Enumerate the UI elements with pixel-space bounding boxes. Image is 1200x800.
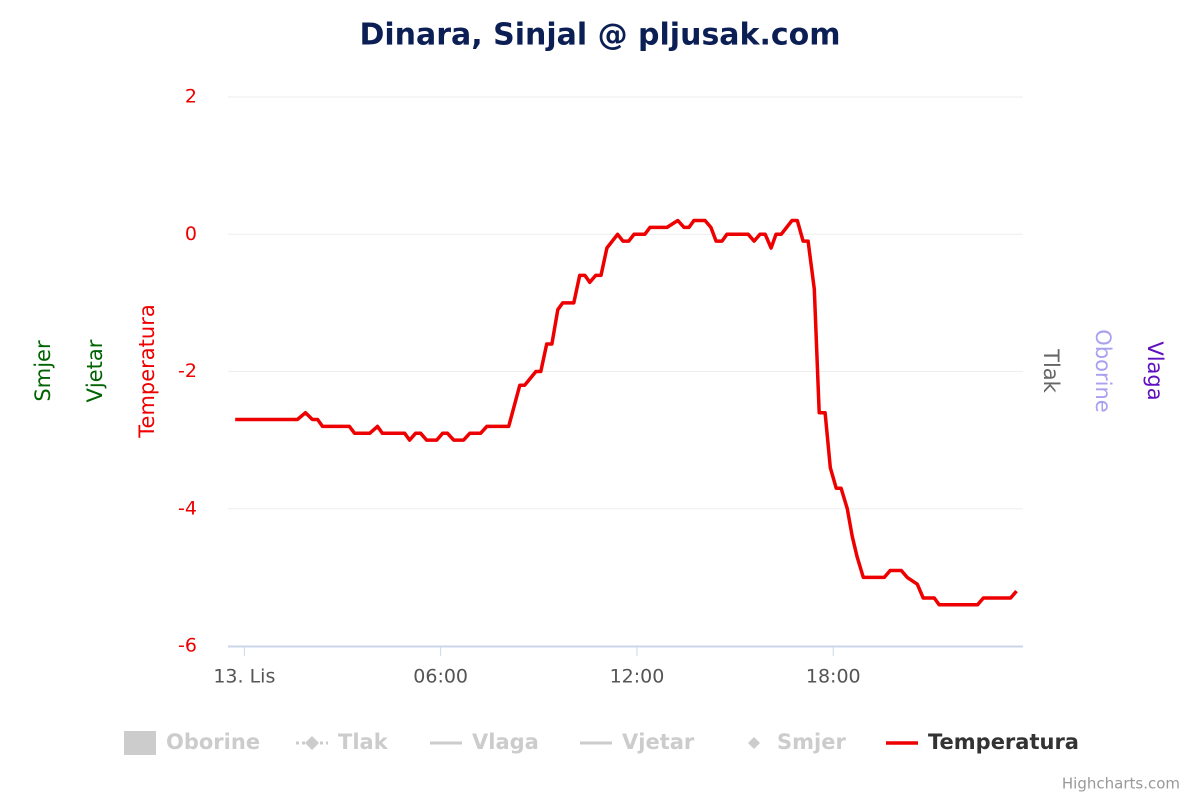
axis-title: Vlaga xyxy=(1143,341,1167,400)
axis-title: Oborine xyxy=(1091,329,1115,412)
legend-label[interactable]: Tlak xyxy=(338,730,389,754)
axis-title: Smjer xyxy=(31,340,55,402)
legend-label[interactable]: Vjetar xyxy=(622,730,695,754)
x-tick-label: 06:00 xyxy=(413,666,468,688)
legend-symbol xyxy=(305,736,319,750)
x-tick-label: 18:00 xyxy=(806,666,861,688)
chart-title: Dinara, Sinjal @ pljusak.com xyxy=(359,18,840,53)
y-tick-label: 0 xyxy=(185,223,197,245)
y-tick-label: -2 xyxy=(178,360,197,382)
legend-symbol xyxy=(748,737,760,749)
x-tick-label: 13. Lis xyxy=(213,666,275,688)
axis-title: Vjetar xyxy=(83,339,107,402)
legend-label[interactable]: Smjer xyxy=(777,730,846,754)
legend-label[interactable]: Oborine xyxy=(166,730,260,754)
legend-label[interactable]: Vlaga xyxy=(472,730,539,754)
x-tick-label: 12:00 xyxy=(610,666,665,688)
y-tick-label: 2 xyxy=(185,86,197,108)
credits[interactable]: Highcharts.com xyxy=(1062,775,1180,793)
y-tick-label: -4 xyxy=(178,497,197,519)
legend-symbol xyxy=(124,731,156,755)
series-line xyxy=(235,218,1018,607)
legend-label[interactable]: Temperatura xyxy=(928,730,1079,754)
y-tick-label: -6 xyxy=(178,635,197,657)
y-axis-title: Temperatura xyxy=(135,304,159,438)
axis-title: Tlak xyxy=(1039,348,1063,394)
